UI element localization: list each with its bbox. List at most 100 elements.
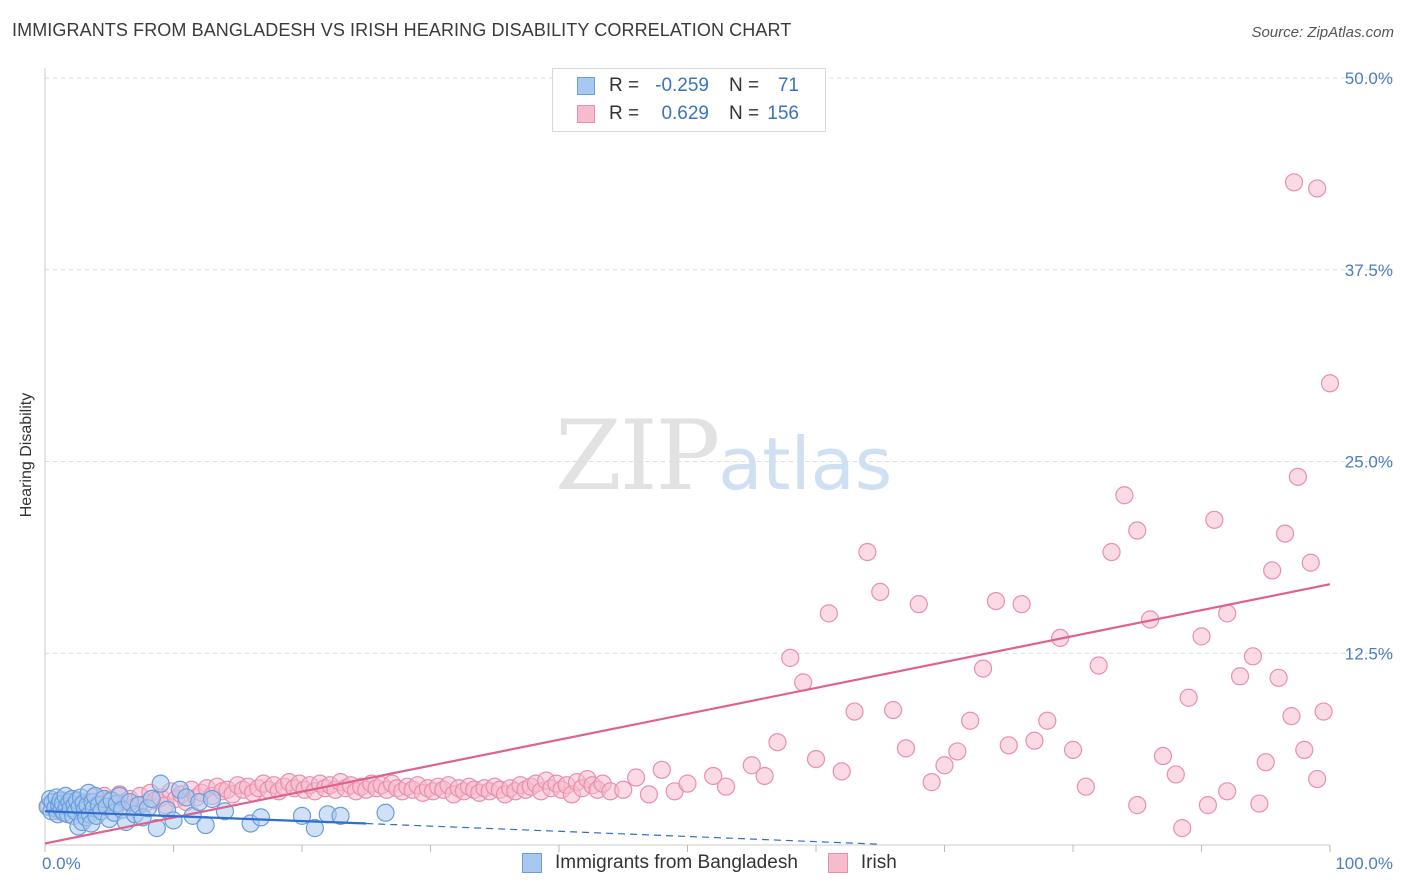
data-point (1282, 707, 1301, 726)
trend-lines (44, 583, 1331, 845)
irish-trend-line (44, 583, 1331, 845)
axes (44, 68, 1331, 852)
data-point (1179, 688, 1198, 707)
data-point (652, 760, 671, 779)
grid (45, 77, 1393, 654)
bangladesh-trend-line (44, 810, 367, 825)
data-point (1256, 753, 1275, 772)
data-point (1218, 782, 1237, 801)
data-point (1275, 524, 1295, 543)
data-point (1025, 731, 1044, 750)
data-point (935, 756, 954, 775)
data-point (251, 808, 270, 827)
data-point (896, 739, 916, 758)
data-point (1230, 667, 1250, 686)
data-point (755, 766, 774, 786)
legend-swatch-blue (522, 853, 542, 873)
y-tick-label: 50.0% (1345, 69, 1393, 88)
y-tick-label: 37.5% (1345, 261, 1393, 280)
legend-swatch-blue (577, 77, 595, 95)
data-point (1314, 702, 1333, 721)
legend-label-bangladesh: Immigrants from Bangladesh (555, 852, 798, 873)
y-tick-label: 25.0% (1345, 453, 1393, 472)
legend-row-bangladesh: R = -0.259 N = 71 (577, 74, 799, 98)
data-point (202, 789, 222, 809)
legend-n-value: 156 (767, 103, 799, 124)
data-point (1153, 746, 1173, 766)
data-point (922, 773, 941, 792)
y-tick-label: 12.5% (1345, 644, 1393, 663)
data-point (1269, 668, 1288, 687)
watermark-atlas: atlas (718, 422, 893, 506)
data-point (845, 702, 864, 721)
tick-labels: 12.5% 25.0% 37.5% 50.0% 0.0% 100.0% (42, 69, 1393, 873)
data-point (1284, 173, 1304, 192)
data-point (1198, 796, 1218, 815)
data-point (142, 789, 161, 809)
data-point (1192, 627, 1211, 646)
data-point (806, 749, 826, 769)
legend-item-bangladesh[interactable]: Immigrants from Bangladesh (522, 852, 798, 874)
data-point (1250, 794, 1269, 813)
data-point (196, 815, 215, 835)
data-point (961, 711, 980, 730)
data-point (1115, 486, 1134, 505)
data-point (1288, 467, 1307, 486)
data-point (1076, 777, 1095, 796)
data-point (883, 700, 903, 720)
chart-title: IMMIGRANTS FROM BANGLADESH VS IRISH HEAR… (12, 20, 792, 40)
data-point (999, 736, 1018, 755)
data-point (1243, 647, 1263, 666)
data-point (1301, 553, 1320, 572)
legend-r-label: R = (609, 103, 640, 124)
data-point (832, 762, 851, 781)
data-point (151, 774, 170, 793)
series-legend: Immigrants from Bangladesh Irish (522, 852, 927, 874)
data-point (973, 659, 993, 678)
data-point (305, 819, 324, 838)
data-point (1320, 374, 1340, 393)
data-point (1263, 561, 1282, 580)
data-point (1166, 765, 1185, 784)
data-point (704, 766, 723, 786)
data-point (1063, 740, 1083, 759)
data-point (781, 648, 800, 667)
data-point (614, 780, 633, 799)
data-point (626, 768, 646, 787)
bangladesh-trend-extension (366, 822, 881, 845)
data-point (1205, 510, 1224, 529)
x-tick-label-max: 100.0% (1335, 854, 1393, 873)
watermark: ZIPatlas (555, 400, 892, 512)
data-point (1128, 521, 1147, 540)
x-tick-label-min: 0.0% (42, 854, 81, 873)
data-point (639, 785, 659, 804)
data-point (986, 591, 1006, 611)
legend-r-value: -0.259 (655, 75, 709, 96)
data-point (147, 819, 166, 838)
data-point (948, 742, 967, 761)
data-point (742, 756, 761, 775)
data-point (164, 811, 183, 830)
data-point (819, 604, 838, 623)
data-point (1173, 819, 1192, 838)
legend-n-value: 71 (777, 75, 799, 96)
legend-n-label: N = (729, 103, 760, 124)
legend-swatch-pink (827, 853, 848, 873)
legend-row-irish: R = 0.629 N = 156 (577, 102, 799, 126)
legend-r-value: 0.629 (661, 103, 709, 124)
data-point (331, 806, 350, 825)
data-point (1128, 796, 1147, 815)
data-point (1038, 711, 1057, 730)
legend-label-irish: Irish (860, 852, 897, 873)
irish-points (39, 173, 1340, 838)
chart-source: Source: ZipAtlas.com (1251, 24, 1394, 41)
data-point (376, 803, 395, 822)
correlation-legend: R = -0.259 N = 71 R = 0.629 N = 156 (552, 68, 826, 132)
legend-item-irish[interactable]: Irish (827, 852, 897, 874)
legend-swatch-pink (577, 105, 595, 123)
data-point (768, 733, 787, 752)
data-point (909, 595, 928, 614)
legend-r-label: R = (609, 75, 640, 96)
data-point (678, 774, 697, 793)
